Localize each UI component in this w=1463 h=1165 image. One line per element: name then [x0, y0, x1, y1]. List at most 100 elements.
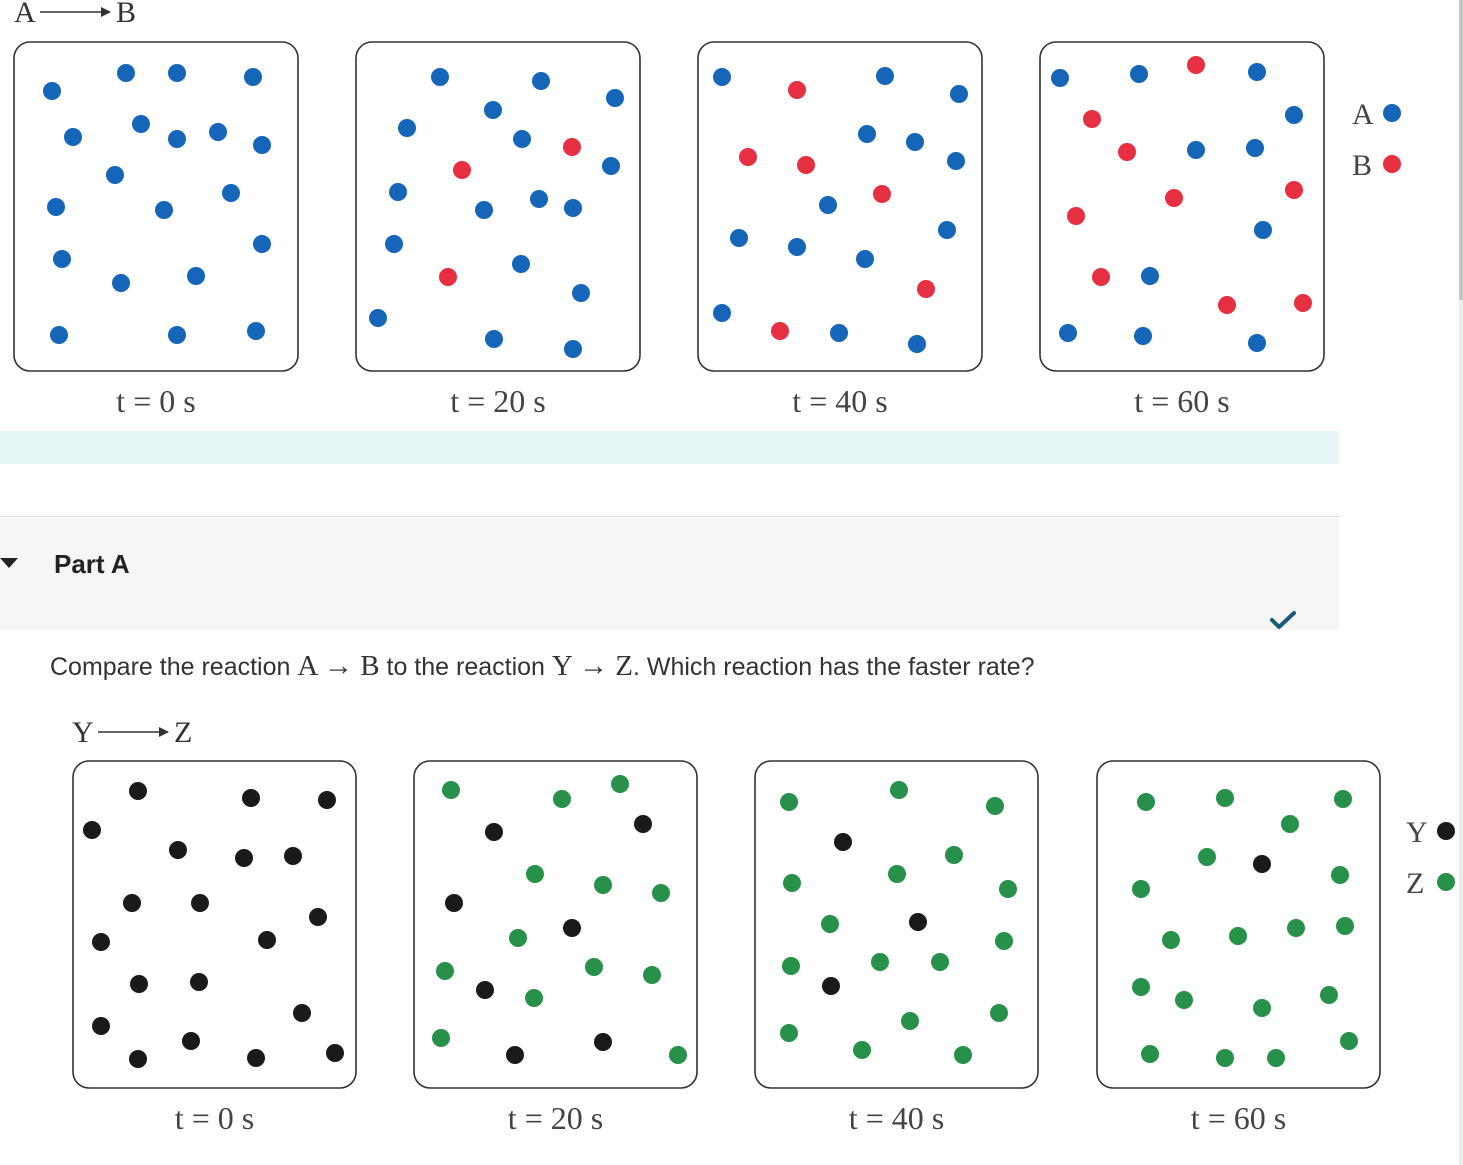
yz-reactant-molecule: [190, 973, 208, 991]
ab-reactant-molecule: [1051, 69, 1069, 87]
scrollbar-track[interactable]: [1459, 0, 1463, 1165]
yz-product-molecule: [611, 775, 629, 793]
yz-product-molecule: [1162, 931, 1180, 949]
yz-time-label: t = 40 s: [849, 1100, 944, 1136]
yz-product-molecule: [871, 953, 889, 971]
yz-arrowhead-icon: [159, 727, 169, 737]
ab-reactant-molecule: [512, 255, 530, 273]
question-after: . Which reaction has the faster rate?: [632, 653, 1035, 681]
ab-arrowhead-icon: [101, 7, 111, 17]
yz-product-molecule: [652, 884, 670, 902]
ab-product-molecule: [1187, 56, 1205, 74]
ab-reactant-molecule: [947, 152, 965, 170]
ab-reactant-molecule: [1254, 221, 1272, 239]
yz-product-molecule: [432, 1029, 450, 1047]
ab-reactant-molecule: [168, 326, 186, 344]
ab-product-molecule: [1165, 189, 1183, 207]
ab-reactant-molecule: [50, 326, 68, 344]
ab-panel-0: t = 0 s: [13, 41, 299, 419]
yz-reactant-molecule: [284, 847, 302, 865]
ab-reactant-molecule: [385, 235, 403, 253]
yz-time-label: t = 0 s: [175, 1100, 254, 1136]
ab-reactant-molecule: [513, 130, 531, 148]
ab-reactant-molecule: [187, 267, 205, 285]
ab-reactant-molecule: [908, 335, 926, 353]
ab-reactant-molecule: [906, 133, 924, 151]
yz-reactant-molecule: [235, 849, 253, 867]
ab-product-molecule: [563, 138, 581, 156]
yz-product-molecule: [1229, 927, 1247, 945]
yz-time-label: t = 60 s: [1191, 1100, 1286, 1136]
yz-product-molecule: [1281, 815, 1299, 833]
scrollbar-thumb[interactable]: [1459, 0, 1463, 300]
yz-title-product: Z: [174, 716, 192, 749]
ab-time-label: t = 60 s: [1134, 383, 1229, 419]
ab-reactant-molecule: [253, 235, 271, 253]
yz-product-molecule: [526, 865, 544, 883]
section-divider: [0, 516, 1339, 517]
yz-reactant-molecule: [1253, 855, 1271, 873]
part-a-header[interactable]: [0, 518, 1339, 630]
ab-reactant-molecule: [431, 68, 449, 86]
yz-product-molecule: [436, 962, 454, 980]
ab-reactant-molecule: [247, 322, 265, 340]
ab-reactant-molecule: [602, 157, 620, 175]
ab-product-molecule: [788, 81, 806, 99]
yz-reactant-molecule: [634, 815, 652, 833]
ab-legend-swatch: [1383, 155, 1401, 173]
yz-reactant-molecule: [822, 977, 840, 995]
ab-panel-box: [697, 41, 983, 372]
yz-product-molecule: [585, 958, 603, 976]
ab-reactant-molecule: [112, 274, 130, 292]
yz-legend-swatch: [1437, 873, 1455, 891]
yz-product-molecule: [1331, 866, 1349, 884]
ab-product-molecule: [1294, 294, 1312, 312]
yz-product-molecule: [890, 781, 908, 799]
yz-reactant-molecule: [834, 833, 852, 851]
yz-panel-box: [1096, 760, 1381, 1089]
ab-reactant-molecule: [168, 130, 186, 148]
yz-panel-box: [413, 760, 698, 1089]
yz-product-molecule: [999, 880, 1017, 898]
ab-product-molecule: [1285, 181, 1303, 199]
ab-reactant-molecule: [876, 67, 894, 85]
ab-legend-swatch: [1383, 104, 1401, 122]
ab-reactant-molecule: [572, 284, 590, 302]
collapse-caret-icon[interactable]: [0, 558, 18, 568]
part-a-title[interactable]: Part A: [54, 549, 130, 579]
yz-product-molecule: [442, 781, 460, 799]
ab-reactant-molecule: [132, 115, 150, 133]
ab-time-label: t = 20 s: [450, 383, 545, 419]
yz-product-molecule: [780, 1024, 798, 1042]
ab-reactant-molecule: [730, 229, 748, 247]
yz-product-molecule: [1340, 1032, 1358, 1050]
yz-product-molecule: [995, 932, 1013, 950]
yz-reactant-molecule: [83, 821, 101, 839]
yz-reactant-molecule: [129, 782, 147, 800]
ab-title-product: B: [116, 0, 136, 29]
ab-reactant-molecule: [398, 119, 416, 137]
yz-reactant-molecule: [293, 1004, 311, 1022]
yz-reactant-molecule: [130, 975, 148, 993]
ab-product-molecule: [1067, 207, 1085, 225]
yz-product-molecule: [782, 957, 800, 975]
ab-reactant-molecule: [1248, 334, 1266, 352]
ab-reactant-molecule: [485, 330, 503, 348]
yz-legend-label: Z: [1406, 867, 1424, 900]
ab-product-molecule: [453, 161, 471, 179]
yz-product-molecule: [1132, 880, 1150, 898]
ab-reactant-molecule: [1246, 139, 1264, 157]
ab-title-reactant: A: [14, 0, 36, 29]
yz-product-molecule: [783, 874, 801, 892]
ab-reactant-molecule: [106, 166, 124, 184]
yz-reactant-molecule: [909, 913, 927, 931]
ab-product-molecule: [1218, 296, 1236, 314]
ab-reactant-molecule: [606, 89, 624, 107]
ab-reactant-molecule: [253, 136, 271, 154]
yz-panel-1: t = 20 s: [413, 760, 698, 1136]
yz-reactant-molecule: [476, 981, 494, 999]
ab-reactant-molecule: [47, 198, 65, 216]
yz-product-molecule: [901, 1012, 919, 1030]
yz-product-molecule: [945, 846, 963, 864]
ab-reactant-molecule: [1130, 65, 1148, 83]
